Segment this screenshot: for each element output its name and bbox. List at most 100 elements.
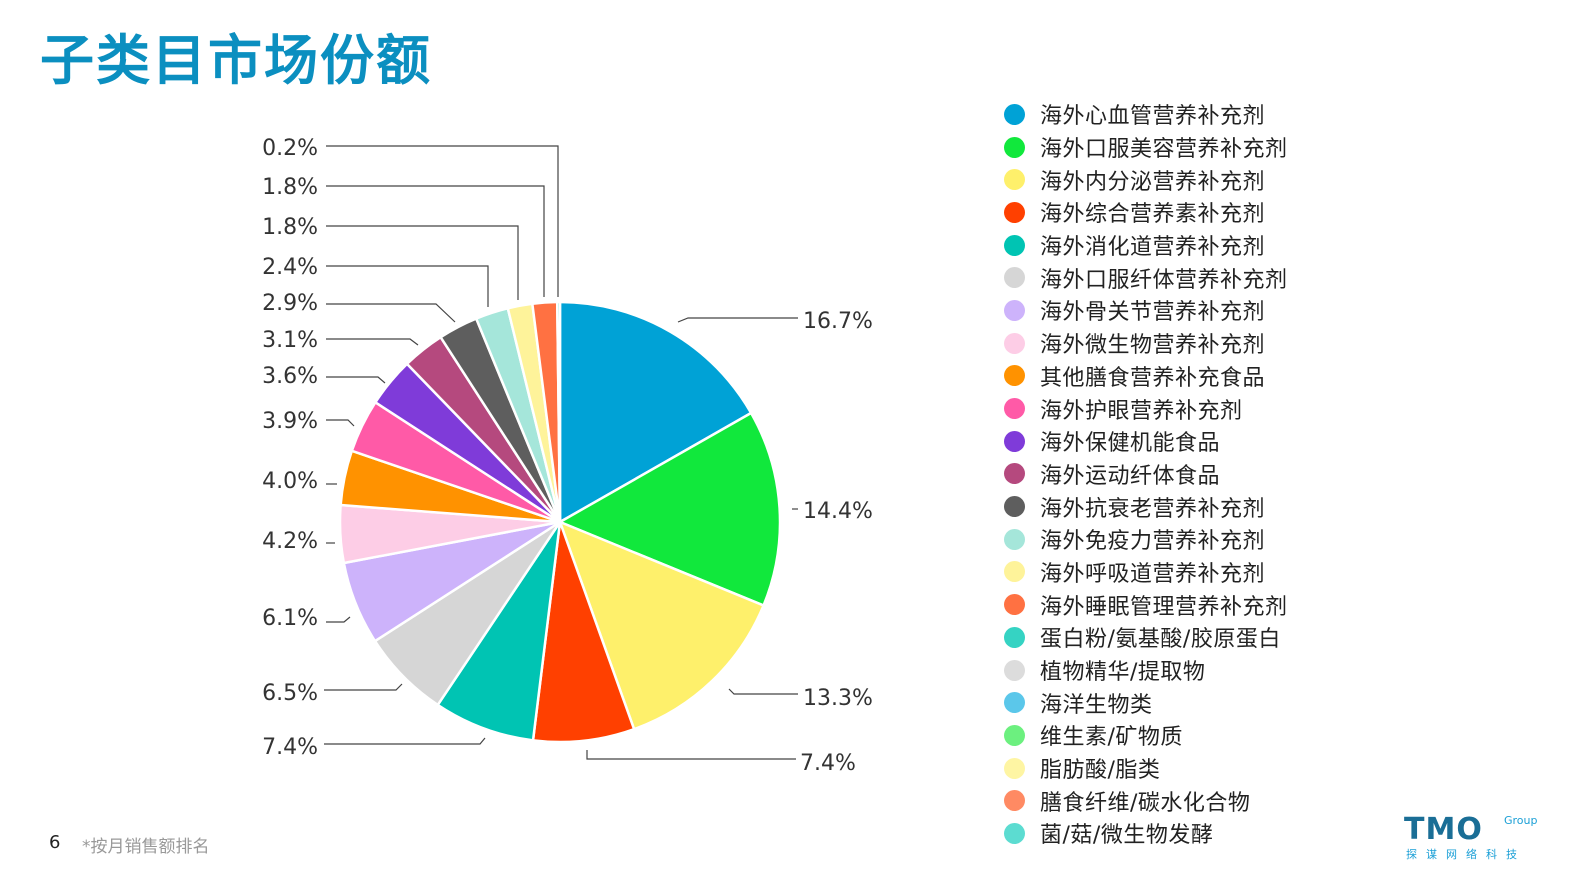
legend-swatch-icon bbox=[1004, 790, 1025, 812]
leader-line bbox=[326, 419, 355, 427]
legend-swatch-icon bbox=[1004, 398, 1025, 420]
legend-item[interactable]: 海外综合营养素补充剂 bbox=[1004, 196, 1288, 229]
leader-line bbox=[326, 616, 351, 623]
legend-label: 海外口服美容营养补充剂 bbox=[1040, 137, 1288, 163]
legend-swatch-icon bbox=[1004, 365, 1025, 387]
legend-label: 海外微生物营养补充剂 bbox=[1040, 333, 1266, 359]
legend-label: 菌/菇/微生物发酵 bbox=[1040, 823, 1214, 849]
leader-line bbox=[326, 225, 519, 300]
legend-label: 蛋白粉/氨基酸/胶原蛋白 bbox=[1040, 627, 1281, 653]
legend-label: 海外抗衰老营养补充剂 bbox=[1040, 496, 1266, 522]
legend-item[interactable]: 脂肪酸/脂类 bbox=[1004, 752, 1288, 785]
legend-item[interactable]: 海外微生物营养补充剂 bbox=[1004, 327, 1288, 360]
legend-swatch-icon bbox=[1004, 561, 1025, 583]
legend-swatch-icon bbox=[1004, 234, 1025, 256]
legend-item[interactable]: 海外免疫力营养补充剂 bbox=[1004, 523, 1288, 556]
slice-percent-label: 3.6% bbox=[262, 364, 318, 389]
slice-percent-label: 7.4% bbox=[800, 751, 856, 776]
legend-item[interactable]: 海外消化道营养补充剂 bbox=[1004, 229, 1288, 262]
slice-percent-label: 2.9% bbox=[262, 291, 318, 316]
legend-item[interactable]: 海外抗衰老营养补充剂 bbox=[1004, 490, 1288, 523]
legend-item[interactable]: 菌/菇/微生物发酵 bbox=[1004, 817, 1288, 850]
slice-percent-label: 6.1% bbox=[262, 606, 318, 631]
legend-label: 维生素/矿物质 bbox=[1040, 725, 1183, 751]
legend-label: 海外骨关节营养补充剂 bbox=[1040, 300, 1266, 326]
company-logo: TMO Group 探谋网络科技 bbox=[1404, 812, 1554, 862]
legend-swatch-icon bbox=[1004, 724, 1025, 746]
slice-percent-label: 16.7% bbox=[803, 309, 873, 334]
pie-slice bbox=[558, 520, 765, 731]
legend-item[interactable]: 植物精华/提取物 bbox=[1004, 654, 1288, 687]
pie-slice bbox=[531, 520, 636, 744]
slice-percent-label: 6.5% bbox=[262, 681, 318, 706]
leader-line bbox=[326, 145, 559, 297]
legend-label: 海外消化道营养补充剂 bbox=[1040, 235, 1266, 261]
page-title: 子类目市场份额 bbox=[40, 29, 432, 92]
legend-label: 海外口服纤体营养补充剂 bbox=[1040, 267, 1288, 293]
slice-percent-label: 3.1% bbox=[262, 328, 318, 353]
legend-item[interactable]: 海外骨关节营养补充剂 bbox=[1004, 294, 1288, 327]
legend-item[interactable]: 海外口服纤体营养补充剂 bbox=[1004, 261, 1288, 294]
slice-percent-label: 0.2% bbox=[262, 136, 318, 161]
logo-group-text: Group bbox=[1504, 814, 1538, 827]
leader-line bbox=[677, 317, 798, 323]
legend-label: 海外护眼营养补充剂 bbox=[1040, 398, 1243, 424]
leader-line bbox=[324, 737, 486, 745]
legend-item[interactable]: 蛋白粉/氨基酸/胶原蛋白 bbox=[1004, 621, 1288, 654]
legend-item[interactable]: 海外心血管营养补充剂 bbox=[1004, 98, 1288, 131]
legend-item[interactable]: 海外内分泌营养补充剂 bbox=[1004, 163, 1288, 196]
legend-item[interactable]: 膳食纤维/碳水化合物 bbox=[1004, 784, 1288, 817]
leader-line bbox=[326, 338, 419, 346]
slice-percent-label: 3.9% bbox=[262, 409, 318, 434]
legend-item[interactable]: 海洋生物类 bbox=[1004, 686, 1288, 719]
legend-item[interactable]: 海外呼吸道营养补充剂 bbox=[1004, 556, 1288, 589]
pie-slice bbox=[558, 411, 782, 607]
legend-item[interactable]: 维生素/矿物质 bbox=[1004, 719, 1288, 752]
pie-slice bbox=[436, 520, 562, 742]
leader-line bbox=[326, 376, 386, 384]
legend-label: 海外内分泌营养补充剂 bbox=[1040, 169, 1266, 195]
legend-label: 海洋生物类 bbox=[1040, 692, 1153, 718]
legend-item[interactable]: 海外护眼营养补充剂 bbox=[1004, 392, 1288, 425]
legend-swatch-icon bbox=[1004, 822, 1025, 844]
legend-swatch-icon bbox=[1004, 103, 1025, 125]
legend-label: 植物精华/提取物 bbox=[1040, 660, 1206, 686]
legend-item[interactable]: 海外保健机能食品 bbox=[1004, 425, 1288, 458]
legend-swatch-icon bbox=[1004, 692, 1025, 714]
legend: 海外心血管营养补充剂 海外口服美容营养补充剂 海外内分泌营养补充剂 海外综合营养素补充… bbox=[1004, 98, 1288, 850]
legend-item[interactable]: 海外口服美容营养补充剂 bbox=[1004, 131, 1288, 164]
legend-swatch-icon bbox=[1004, 594, 1025, 616]
slice-percent-label: 7.4% bbox=[262, 735, 318, 760]
slice-percent-label: 4.0% bbox=[262, 469, 318, 494]
logo-main-text: TMO bbox=[1404, 812, 1483, 847]
legend-swatch-icon bbox=[1004, 332, 1025, 354]
legend-swatch-icon bbox=[1004, 757, 1025, 779]
legend-swatch-icon bbox=[1004, 626, 1025, 648]
legend-swatch-icon bbox=[1004, 659, 1025, 681]
logo-sub-text: 探谋网络科技 bbox=[1406, 848, 1526, 861]
pie-slice bbox=[555, 300, 562, 524]
leader-line bbox=[326, 303, 456, 323]
leader-line bbox=[324, 683, 403, 691]
legend-swatch-icon bbox=[1004, 528, 1025, 550]
legend-swatch-icon bbox=[1004, 430, 1025, 452]
legend-item[interactable]: 其他膳食营养补充食品 bbox=[1004, 360, 1288, 393]
legend-label: 海外心血管营养补充剂 bbox=[1040, 104, 1266, 130]
legend-label: 膳食纤维/碳水化合物 bbox=[1040, 790, 1251, 816]
legend-item[interactable]: 海外运动纤体食品 bbox=[1004, 458, 1288, 491]
legend-swatch-icon bbox=[1004, 169, 1025, 191]
legend-label: 海外呼吸道营养补充剂 bbox=[1040, 561, 1266, 587]
leader-lines bbox=[324, 145, 798, 760]
leader-line bbox=[728, 688, 798, 695]
legend-label: 海外运动纤体食品 bbox=[1040, 463, 1221, 489]
legend-label: 海外保健机能食品 bbox=[1040, 431, 1221, 457]
legend-swatch-icon bbox=[1004, 496, 1025, 518]
legend-label: 海外综合营养素补充剂 bbox=[1040, 202, 1266, 228]
legend-label: 脂肪酸/脂类 bbox=[1040, 758, 1161, 784]
legend-label: 海外睡眠管理营养补充剂 bbox=[1040, 594, 1288, 620]
legend-item[interactable]: 海外睡眠管理营养补充剂 bbox=[1004, 588, 1288, 621]
slice-percent-label: 1.8% bbox=[262, 215, 318, 240]
legend-swatch-icon bbox=[1004, 463, 1025, 485]
leader-line bbox=[326, 265, 489, 307]
